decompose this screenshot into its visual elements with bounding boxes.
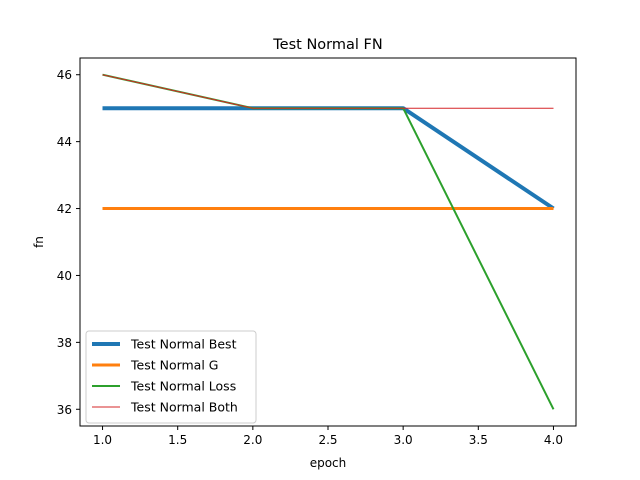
x-tick-label: 4.0 <box>544 433 563 447</box>
y-tick-label: 40 <box>57 269 72 283</box>
legend-label-4: Test Normal Both <box>130 400 238 415</box>
x-tick-label: 2.0 <box>243 433 262 447</box>
x-tick-label: 1.0 <box>93 433 112 447</box>
x-tick-label: 3.0 <box>394 433 413 447</box>
y-tick-label: 36 <box>57 403 72 417</box>
series-line-4 <box>102 74 554 109</box>
legend-label-2: Test Normal G <box>130 358 218 373</box>
x-tick-label: 1.5 <box>168 433 187 447</box>
y-tick-label: 46 <box>57 68 72 82</box>
legend-label-3: Test Normal Loss <box>130 379 236 394</box>
x-axis-label: epoch <box>310 456 347 470</box>
y-axis-label: fn <box>32 236 46 248</box>
plot-area: 1.0 1.5 2.0 2.5 3.0 3.5 4.0 36 38 40 42 44 46 <box>57 57 577 447</box>
y-tick-label: 42 <box>57 202 72 216</box>
legend: Test Normal Best Test Normal G Test Normal… <box>85 330 257 424</box>
legend-label-1: Test Normal Best <box>130 337 237 352</box>
y-tick-label: 44 <box>57 135 72 149</box>
y-tick-label: 38 <box>57 336 72 350</box>
x-tick-label: 2.5 <box>318 433 337 447</box>
chart-title: Test Normal FN <box>272 37 382 53</box>
x-tick-label: 3.5 <box>469 433 488 447</box>
legend-box <box>85 330 257 424</box>
